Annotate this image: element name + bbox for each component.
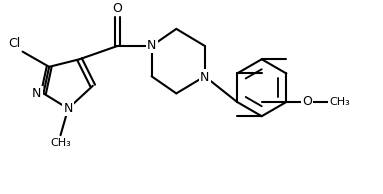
Text: N: N — [32, 87, 42, 100]
Text: CH₃: CH₃ — [50, 138, 71, 148]
Text: N: N — [147, 39, 156, 52]
Text: O: O — [113, 2, 123, 15]
Text: N: N — [64, 102, 73, 115]
Text: O: O — [302, 95, 312, 108]
Text: Cl: Cl — [8, 37, 21, 50]
Text: N: N — [200, 71, 210, 84]
Text: CH₃: CH₃ — [329, 97, 350, 107]
